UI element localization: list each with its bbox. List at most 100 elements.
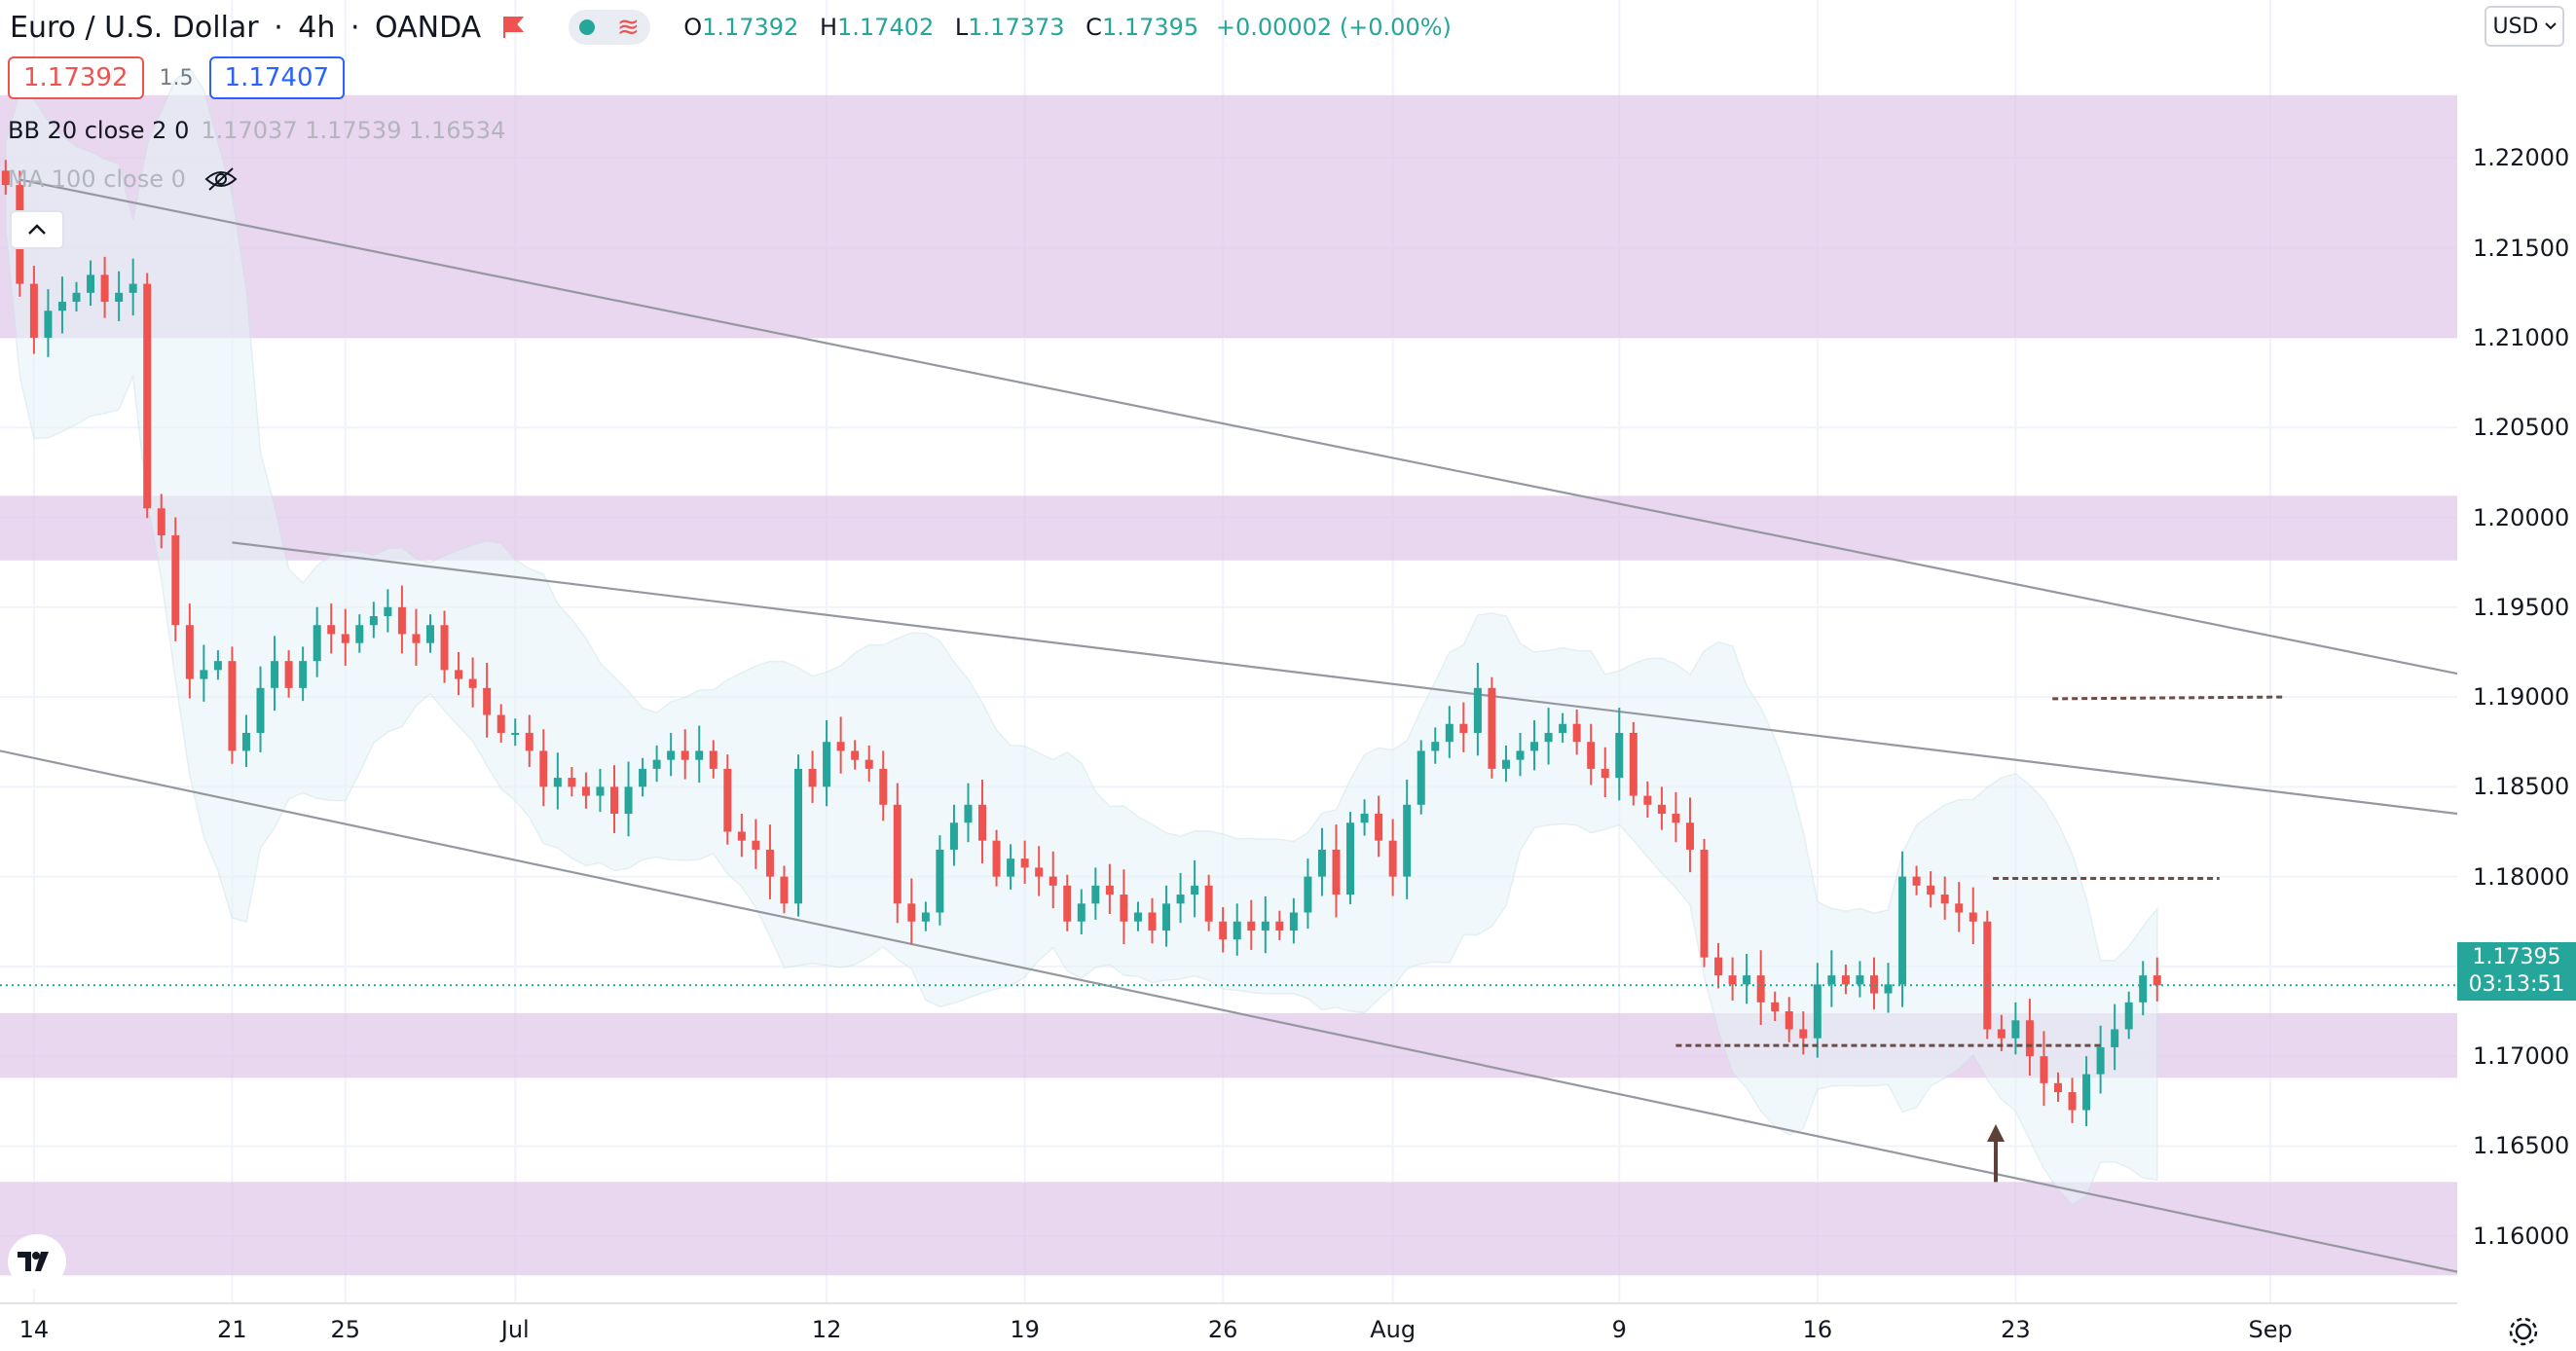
trendlines[interactable]	[0, 178, 2458, 1273]
candle	[639, 757, 647, 797]
candle-body	[1091, 885, 1100, 904]
candle	[1091, 867, 1100, 920]
price-axis[interactable]	[2457, 0, 2576, 1304]
candle-body	[1459, 723, 1468, 733]
dashed-levels[interactable]	[0, 695, 2457, 1047]
candle	[851, 740, 860, 770]
chevron-down-icon	[2544, 22, 2557, 30]
candle-body	[1204, 885, 1213, 922]
candle	[1969, 887, 1977, 945]
price-tick-label: 1.19000	[2473, 683, 2570, 712]
candle	[1884, 963, 1893, 1013]
candle-body	[1304, 876, 1312, 913]
candle-body	[1756, 975, 1765, 1003]
gear-icon[interactable]	[2504, 1312, 2543, 1351]
chevron-up-icon	[28, 224, 46, 235]
ma-indicator-legend[interactable]: MA 100 close 0	[8, 165, 239, 193]
candle	[1559, 712, 1567, 743]
candle	[2153, 957, 2161, 1002]
eye-slash-icon[interactable]	[203, 165, 239, 193]
price-tick-label: 1.20500	[2473, 414, 2570, 442]
bar-countdown: 03:13:51	[2468, 972, 2565, 997]
candle	[596, 768, 605, 813]
candle-body	[1360, 814, 1369, 823]
candle	[1105, 863, 1114, 914]
candle	[511, 718, 520, 747]
candle-body	[1007, 858, 1015, 877]
time-tick-label: 19	[1010, 1316, 1040, 1343]
candle-body	[1898, 876, 1907, 985]
candle-body	[893, 804, 902, 904]
candle-body	[57, 302, 66, 311]
candle	[1261, 895, 1270, 954]
candle-body	[341, 634, 350, 643]
candle	[497, 704, 505, 743]
candle-body	[44, 310, 53, 338]
candle-body	[639, 768, 647, 787]
candle-body	[652, 759, 661, 769]
time-axis-border	[0, 1302, 2457, 1304]
symbol-name[interactable]: Euro / U.S. Dollar	[10, 10, 259, 45]
candle-body	[1657, 804, 1666, 815]
time-tick-label: 21	[217, 1316, 247, 1343]
candle	[1657, 786, 1666, 830]
flag-icon[interactable]	[500, 15, 526, 40]
candle	[1955, 882, 1964, 932]
trendline	[0, 749, 2458, 1273]
candle	[667, 732, 676, 777]
candle	[115, 271, 124, 321]
price-tick-label: 1.19500	[2473, 593, 2570, 621]
candle-body	[1771, 1002, 1780, 1012]
candle	[1488, 676, 1496, 779]
candle	[1643, 781, 1652, 819]
candle-body	[808, 768, 817, 787]
symbol-title[interactable]: Euro / U.S. Dollar · 4h · OANDA	[10, 11, 481, 45]
candle	[1743, 953, 1751, 1004]
currency-selector[interactable]: USD	[2484, 6, 2564, 47]
price-tick-label: 1.18500	[2473, 773, 2570, 801]
candle	[1063, 874, 1072, 931]
wave-icon: ≋	[616, 11, 641, 43]
candle	[1771, 991, 1780, 1021]
candle-body	[256, 687, 265, 733]
candle-body	[794, 768, 803, 904]
market-open-dot	[579, 19, 596, 35]
candle	[1191, 860, 1199, 918]
candle	[581, 772, 590, 809]
price-tick-label: 1.16000	[2473, 1222, 2570, 1250]
candle-body	[823, 742, 831, 787]
candle-body	[1, 170, 10, 186]
candle	[723, 754, 732, 845]
candle-body	[425, 625, 434, 643]
candle-body	[1869, 975, 1878, 994]
market-status-pill[interactable]: ≋	[569, 10, 651, 45]
candle	[1813, 963, 1822, 1058]
support-resistance-zone	[0, 94, 2457, 338]
time-tick-label: 12	[811, 1316, 842, 1343]
bb-indicator-legend[interactable]: BB 20 close 2 0 1.17037 1.17539 1.16534	[8, 117, 505, 144]
sell-button[interactable]: 1.17392	[8, 56, 144, 99]
candle	[1672, 791, 1680, 843]
candle-body	[2040, 1056, 2048, 1083]
candle	[1983, 910, 1992, 1040]
candle-body	[1473, 687, 1482, 733]
candle	[369, 602, 378, 639]
interval-label[interactable]: 4h	[298, 10, 336, 45]
candle-body	[709, 750, 718, 769]
candle	[695, 725, 704, 783]
candle	[1530, 720, 1539, 771]
candle-body	[539, 750, 548, 787]
candle	[1289, 897, 1298, 944]
candle	[157, 493, 166, 549]
candle-body	[667, 750, 676, 760]
collapse-legend-button[interactable]	[10, 210, 64, 249]
buy-button[interactable]: 1.17407	[208, 56, 346, 99]
candle-body	[1728, 975, 1737, 985]
candle-body	[581, 786, 590, 796]
candle-body	[468, 678, 477, 688]
ohlc-high-label: H	[819, 14, 838, 41]
ma-indicator-label: MA 100 close 0	[8, 165, 186, 193]
tradingview-logo-icon[interactable]	[8, 1234, 66, 1289]
candle	[1247, 899, 1256, 950]
